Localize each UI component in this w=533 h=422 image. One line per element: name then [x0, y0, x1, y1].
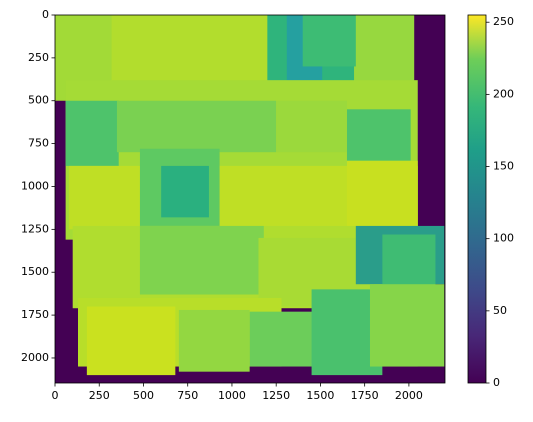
colorbar-tick-label: 150: [493, 160, 514, 173]
axes-frame: [54, 14, 446, 384]
image-patch: [65, 100, 119, 166]
x-tick-label: 2000: [395, 389, 423, 402]
y-tick-label: 1500: [21, 265, 49, 278]
x-tick-label: 1500: [306, 389, 334, 402]
colorbar-tick-label: 200: [493, 87, 514, 100]
image-patch: [382, 234, 436, 286]
x-tick-label: 500: [133, 389, 154, 402]
y-tick-label: 1750: [21, 308, 49, 321]
x-tick-label: 250: [89, 389, 110, 402]
image-patch: [139, 225, 264, 295]
y-tick-label: 750: [28, 137, 49, 150]
x-tick-label: 1250: [262, 389, 290, 402]
colorbar-tick-label: 0: [493, 376, 500, 389]
x-tick-label: 1750: [351, 389, 379, 402]
x-tick-label: 1000: [218, 389, 246, 402]
image-patch: [369, 284, 445, 367]
y-tick-label: 250: [28, 51, 49, 64]
image-patch: [346, 160, 418, 230]
image-patch: [86, 306, 176, 376]
x-tick-label: 0: [52, 389, 59, 402]
y-tick-label: 1000: [21, 179, 49, 192]
y-tick-label: 0: [42, 8, 49, 21]
y-tick-label: 2000: [21, 351, 49, 364]
colorbar-tick-label: 50: [493, 304, 507, 317]
y-tick-label: 1250: [21, 222, 49, 235]
image-patch: [276, 100, 347, 153]
image: [55, 15, 445, 383]
image-patch: [116, 100, 277, 153]
image-patch: [111, 15, 271, 88]
image-patch: [161, 165, 209, 218]
image-patch: [302, 15, 356, 67]
image-patch: [178, 309, 250, 372]
y-tick-label: 500: [28, 94, 49, 107]
colorbar-tick-label: 250: [493, 15, 514, 28]
colorbar: [467, 14, 487, 384]
image-patch: [346, 109, 411, 161]
colorbar-tick-label: 100: [493, 232, 514, 245]
x-tick-label: 750: [177, 389, 198, 402]
